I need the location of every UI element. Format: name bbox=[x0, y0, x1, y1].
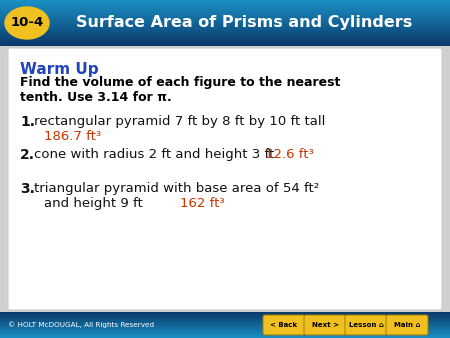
Bar bbox=[0, 22, 450, 23]
Bar bbox=[0, 45, 450, 46]
Bar bbox=[0, 28, 450, 29]
FancyBboxPatch shape bbox=[386, 315, 428, 335]
Bar bbox=[0, 35, 450, 36]
Bar bbox=[0, 6, 450, 7]
Bar bbox=[0, 325, 450, 326]
Bar bbox=[0, 1, 450, 2]
Bar bbox=[0, 20, 450, 21]
Bar bbox=[0, 12, 450, 13]
Bar bbox=[0, 43, 450, 44]
Bar bbox=[0, 322, 450, 323]
Bar bbox=[0, 321, 450, 322]
Bar bbox=[0, 327, 450, 328]
Bar bbox=[0, 14, 450, 15]
Bar bbox=[0, 44, 450, 45]
Text: 186.7 ft³: 186.7 ft³ bbox=[44, 130, 101, 143]
Text: Surface Area of Prisms and Cylinders: Surface Area of Prisms and Cylinders bbox=[76, 16, 412, 30]
Text: < Back: < Back bbox=[270, 322, 297, 328]
Text: and height 9 ft: and height 9 ft bbox=[44, 197, 143, 210]
Bar bbox=[0, 8, 450, 9]
Bar bbox=[0, 9, 450, 10]
Text: 10-4: 10-4 bbox=[10, 17, 44, 29]
Bar bbox=[0, 24, 450, 25]
Bar bbox=[0, 31, 450, 32]
Text: Warm Up: Warm Up bbox=[20, 62, 99, 77]
Bar bbox=[0, 0, 450, 1]
Text: Main ⌂: Main ⌂ bbox=[394, 322, 420, 328]
Bar bbox=[0, 38, 450, 39]
Text: rectangular pyramid 7 ft by 8 ft by 10 ft tall: rectangular pyramid 7 ft by 8 ft by 10 f… bbox=[34, 115, 325, 128]
Text: 2.: 2. bbox=[20, 148, 35, 162]
Bar bbox=[0, 15, 450, 16]
Bar bbox=[0, 312, 450, 313]
Text: triangular pyramid with base area of 54 ft²: triangular pyramid with base area of 54 … bbox=[34, 182, 319, 195]
Text: Lesson ⌂: Lesson ⌂ bbox=[349, 322, 383, 328]
Text: 1.: 1. bbox=[20, 115, 35, 129]
Bar bbox=[0, 29, 450, 30]
Bar bbox=[0, 17, 450, 18]
Bar bbox=[0, 34, 450, 35]
Bar bbox=[0, 324, 450, 325]
Bar bbox=[0, 313, 450, 314]
Bar bbox=[0, 42, 450, 43]
Bar bbox=[0, 5, 450, 6]
Bar bbox=[0, 319, 450, 320]
Bar bbox=[0, 316, 450, 317]
FancyBboxPatch shape bbox=[304, 315, 346, 335]
FancyBboxPatch shape bbox=[8, 48, 442, 310]
Bar bbox=[0, 13, 450, 14]
FancyBboxPatch shape bbox=[263, 315, 305, 335]
Text: Find the volume of each figure to the nearest: Find the volume of each figure to the ne… bbox=[20, 76, 340, 89]
Text: 3.: 3. bbox=[20, 182, 35, 196]
Bar bbox=[0, 332, 450, 333]
Bar bbox=[0, 32, 450, 33]
Bar bbox=[0, 11, 450, 12]
Bar bbox=[0, 3, 450, 4]
Bar bbox=[0, 331, 450, 332]
Bar bbox=[0, 19, 450, 20]
Text: 12.6 ft³: 12.6 ft³ bbox=[265, 148, 314, 161]
Bar bbox=[0, 335, 450, 336]
Bar bbox=[0, 314, 450, 315]
Bar bbox=[0, 320, 450, 321]
Bar bbox=[0, 326, 450, 327]
Bar bbox=[0, 328, 450, 329]
Bar bbox=[0, 334, 450, 335]
Bar bbox=[0, 16, 450, 17]
Text: © HOLT McDOUGAL, All Rights Reserved: © HOLT McDOUGAL, All Rights Reserved bbox=[8, 322, 154, 328]
FancyBboxPatch shape bbox=[345, 315, 387, 335]
Bar bbox=[0, 317, 450, 318]
Bar bbox=[0, 41, 450, 42]
Bar bbox=[0, 337, 450, 338]
Bar bbox=[0, 30, 450, 31]
Bar bbox=[0, 10, 450, 11]
Bar bbox=[0, 27, 450, 28]
Bar bbox=[0, 318, 450, 319]
Ellipse shape bbox=[5, 7, 49, 39]
Bar bbox=[0, 336, 450, 337]
Bar bbox=[0, 25, 450, 26]
Bar bbox=[0, 21, 450, 22]
Text: Next >: Next > bbox=[311, 322, 338, 328]
Bar bbox=[0, 18, 450, 19]
Bar bbox=[0, 40, 450, 41]
Text: tenth. Use 3.14 for π.: tenth. Use 3.14 for π. bbox=[20, 91, 172, 104]
Bar bbox=[0, 329, 450, 330]
Bar bbox=[0, 39, 450, 40]
Bar bbox=[0, 37, 450, 38]
Bar bbox=[0, 333, 450, 334]
Bar bbox=[0, 4, 450, 5]
Bar bbox=[0, 2, 450, 3]
Text: 162 ft³: 162 ft³ bbox=[180, 197, 225, 210]
Bar bbox=[0, 23, 450, 24]
Bar bbox=[0, 330, 450, 331]
Bar bbox=[0, 323, 450, 324]
Bar bbox=[0, 36, 450, 37]
Text: cone with radius 2 ft and height 3 ft: cone with radius 2 ft and height 3 ft bbox=[34, 148, 274, 161]
Bar bbox=[0, 315, 450, 316]
Bar bbox=[0, 7, 450, 8]
Bar bbox=[0, 26, 450, 27]
Bar bbox=[0, 33, 450, 34]
